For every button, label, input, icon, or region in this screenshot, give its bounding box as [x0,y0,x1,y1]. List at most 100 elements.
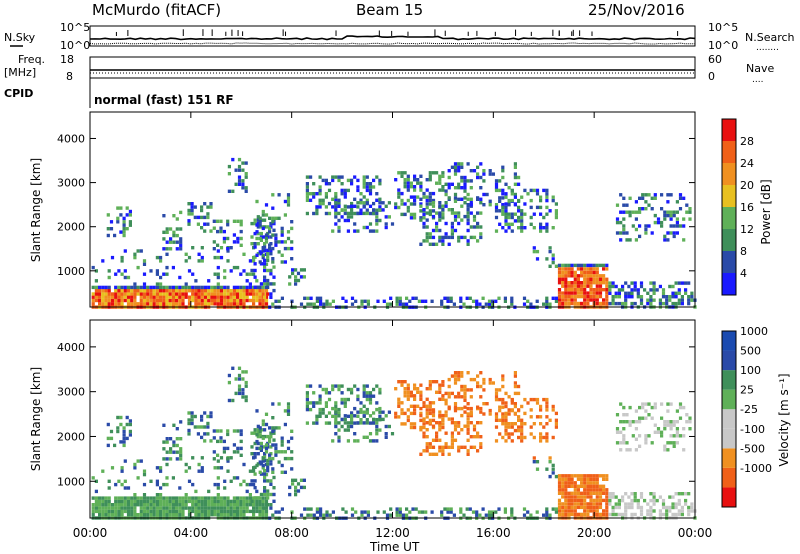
velocity-cell [334,418,338,422]
velocity-cell [274,446,278,451]
velocity-cell [476,384,480,389]
power-cell [272,282,276,286]
velocity-cell [580,502,584,506]
power-cell [241,186,245,190]
velocity-cell [356,397,360,402]
power-cell [94,292,98,296]
power-cell [570,298,574,302]
velocity-cell [431,438,436,442]
power-cell [435,171,439,175]
power-cell [425,211,429,215]
velocity-cell [175,503,179,507]
velocity-cell [280,450,284,454]
velocity-cell [122,429,126,434]
velocity-cell [350,387,354,392]
power-cell [175,240,179,244]
velocity-cell [441,425,445,430]
velocity-cell [126,486,131,490]
velocity-cell [627,505,631,510]
power-cell [130,302,134,306]
power-cell [397,188,401,192]
power-cell [114,298,118,303]
velocity-cell [682,427,686,431]
velocity-cell [365,391,369,395]
velocity-cell [252,513,256,517]
power-cell [463,179,467,183]
power-cell [91,302,95,306]
power-cell [428,209,432,213]
velocity-cell [368,397,373,402]
power-cell [277,216,281,220]
power-cell [128,213,132,217]
power-cell [350,296,355,300]
velocity-cell [513,404,517,409]
velocity-cell [126,513,131,517]
velocity-cell [271,426,275,430]
velocity-cell [605,509,609,513]
power-cell [162,289,166,293]
velocity-cell [219,466,224,470]
velocity-cell [576,474,580,478]
velocity-cell [517,415,521,419]
velocity-cell [229,456,233,460]
velocity-cell [475,513,479,517]
velocity-cell [334,432,338,436]
power-cell [184,292,188,296]
velocity-cell [576,488,580,492]
velocity-cell [441,397,445,401]
velocity-cell [237,388,242,392]
velocity-cell [337,384,341,388]
power-cell [324,205,328,209]
velocity-cell [663,420,667,424]
velocity-cell [169,457,173,461]
power-cell [406,174,410,178]
velocity-cell [120,482,124,487]
power-cell [471,299,476,303]
velocity-cell [517,391,521,396]
velocity-cell [501,401,505,405]
power-cell [375,215,379,219]
velocity-cell [384,435,388,439]
velocity-cell [510,408,514,412]
velocity-cell [535,397,540,402]
power-cell [327,211,332,216]
velocity-cell [286,402,291,406]
nsky-trace [89,35,696,41]
power-cell [378,182,382,186]
power-cell [324,192,328,196]
velocity-cell [685,420,689,424]
power-cell [419,216,423,220]
velocity-cell [239,503,243,507]
velocity-cell [617,505,621,510]
power-cell [305,198,309,202]
velocity-cell [520,435,524,440]
power-cell [155,292,159,296]
power-cell [365,175,369,179]
power-cell [462,302,466,306]
velocity-cell [104,506,108,510]
power-cell [652,298,656,302]
velocity-cell [641,405,645,410]
velocity-cell [482,412,486,416]
power-cell [213,255,217,260]
velocity-cell [400,383,404,387]
velocity-cell [598,491,603,495]
power-cell [564,284,568,288]
power-cell [181,289,185,293]
power-cell [259,231,263,236]
velocity-cell [529,415,533,419]
velocity-cell [149,496,153,500]
velocity-cell [223,499,227,504]
power-cell [207,295,211,299]
power-cell [529,215,533,220]
velocity-cell [656,427,661,431]
power-cell [589,267,593,271]
power-cell [622,227,626,232]
power-cell [223,285,227,290]
power-cell [598,294,603,299]
velocity-cell [460,445,464,449]
power-cell [422,191,426,196]
power-cell [133,285,137,290]
velocity-cell [605,495,609,499]
velocity-cell [363,510,367,514]
